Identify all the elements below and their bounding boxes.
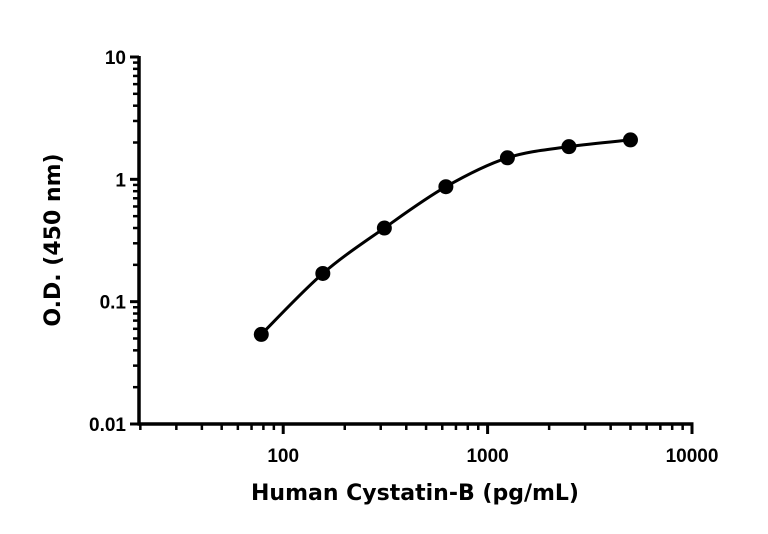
data-point bbox=[499, 150, 515, 166]
x-tick-label: 1000 bbox=[466, 446, 508, 467]
y-axis-title: O.D. (450 nm) bbox=[41, 153, 66, 326]
axes bbox=[137, 56, 694, 426]
data-points bbox=[253, 132, 638, 342]
fit-curve bbox=[260, 138, 631, 336]
x-tick-label: 100 bbox=[267, 446, 299, 467]
axis-tick-labels: 0.01 0.1 1 10 100 1000 10000 bbox=[89, 48, 718, 467]
axis-ticks bbox=[130, 55, 694, 434]
data-point bbox=[315, 265, 331, 281]
y-tick-label: 10 bbox=[105, 48, 126, 69]
y-tick-label: 1 bbox=[115, 170, 126, 191]
data-point bbox=[253, 326, 269, 342]
data-point bbox=[376, 220, 392, 236]
x-axis-title: Human Cystatin-B (pg/mL) bbox=[251, 481, 579, 506]
data-point bbox=[622, 132, 638, 148]
x-tick-label: 10000 bbox=[666, 446, 719, 467]
data-point bbox=[438, 179, 454, 195]
y-tick-label: 0.1 bbox=[100, 293, 127, 314]
data-point bbox=[561, 139, 577, 155]
y-tick-label: 0.01 bbox=[89, 415, 126, 436]
